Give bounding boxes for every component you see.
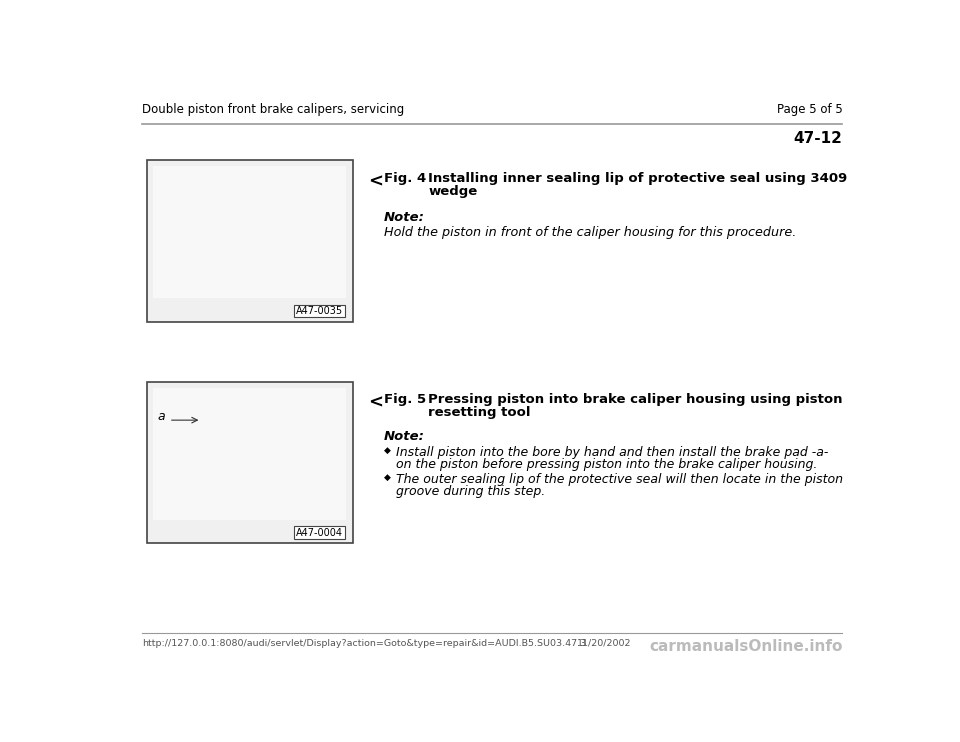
- Text: Note:: Note:: [383, 211, 424, 223]
- Text: Fig. 4: Fig. 4: [383, 172, 425, 186]
- Bar: [147, 160, 352, 321]
- Bar: [147, 381, 352, 543]
- Text: 11/20/2002: 11/20/2002: [577, 639, 632, 648]
- Text: Page 5 of 5: Page 5 of 5: [777, 103, 842, 116]
- Bar: [295, 305, 345, 317]
- Text: wedge: wedge: [428, 186, 478, 198]
- Text: ◆: ◆: [383, 473, 391, 482]
- Text: http://127.0.0.1:8080/audi/servlet/Display?action=Goto&type=repair&id=AUDI.B5.SU: http://127.0.0.1:8080/audi/servlet/Displ…: [142, 639, 586, 648]
- Text: <: <: [368, 172, 383, 190]
- Text: A47-0004: A47-0004: [296, 528, 343, 537]
- Text: Install piston into the bore by hand and then install the brake pad -a-: Install piston into the bore by hand and…: [396, 445, 828, 459]
- Text: 47-12: 47-12: [793, 131, 842, 145]
- Text: Note:: Note:: [383, 430, 424, 443]
- Text: groove during this step.: groove during this step.: [396, 485, 545, 498]
- Bar: [154, 166, 347, 298]
- Bar: [154, 388, 347, 520]
- Text: Installing inner sealing lip of protective seal using 3409: Installing inner sealing lip of protecti…: [428, 172, 848, 186]
- Text: A47-0035: A47-0035: [296, 306, 343, 316]
- Text: Hold the piston in front of the caliper housing for this procedure.: Hold the piston in front of the caliper …: [383, 226, 796, 239]
- Bar: [295, 526, 345, 539]
- Text: ◆: ◆: [383, 445, 391, 455]
- Text: Fig. 5: Fig. 5: [383, 393, 425, 406]
- Text: Pressing piston into brake caliper housing using piston: Pressing piston into brake caliper housi…: [428, 393, 843, 406]
- Text: a: a: [158, 410, 165, 423]
- Text: <: <: [368, 393, 383, 411]
- Text: resetting tool: resetting tool: [428, 407, 531, 419]
- Text: carmanualsOnline.info: carmanualsOnline.info: [649, 639, 842, 654]
- Text: Double piston front brake calipers, servicing: Double piston front brake calipers, serv…: [142, 103, 404, 116]
- Text: on the piston before pressing piston into the brake caliper housing.: on the piston before pressing piston int…: [396, 458, 817, 471]
- Text: The outer sealing lip of the protective seal will then locate in the piston: The outer sealing lip of the protective …: [396, 473, 843, 485]
